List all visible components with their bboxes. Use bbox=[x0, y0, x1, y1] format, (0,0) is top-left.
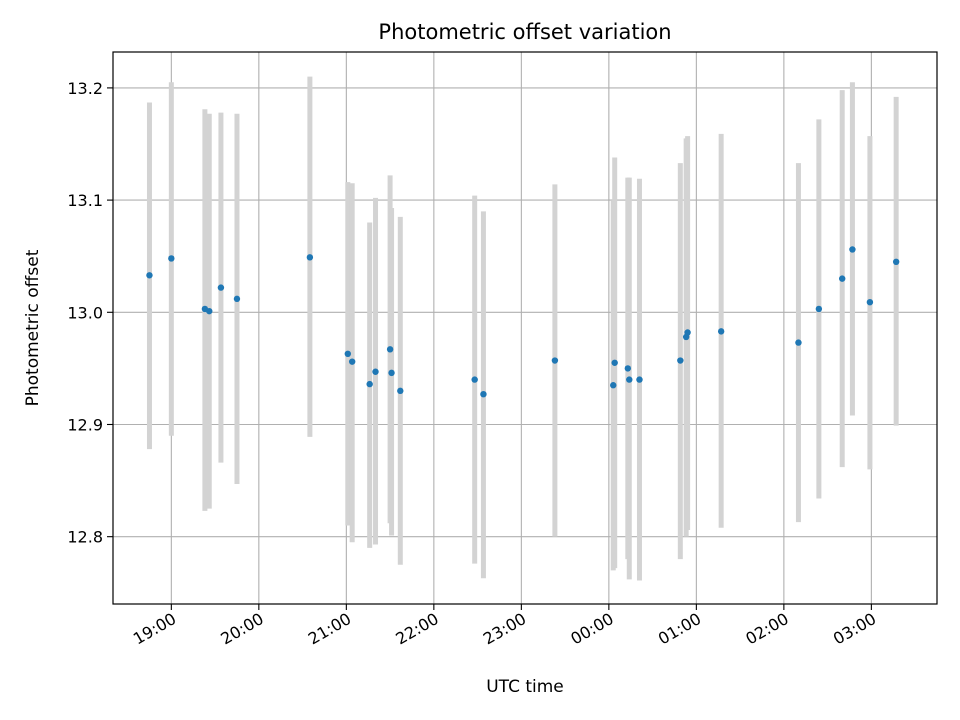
y-tick-label: 12.8 bbox=[67, 528, 103, 547]
x-axis-label: UTC time bbox=[486, 677, 564, 697]
y-axis-ticks: 12.8 12.9 13.0 13.1 13.2 bbox=[67, 79, 113, 547]
data-point bbox=[849, 246, 856, 253]
data-point bbox=[677, 357, 684, 364]
data-point bbox=[795, 339, 802, 346]
y-axis-label: Photometric offset bbox=[23, 249, 43, 406]
data-point bbox=[815, 305, 823, 313]
data-point bbox=[306, 254, 314, 261]
data-points bbox=[146, 246, 900, 398]
data-point bbox=[839, 275, 846, 282]
data-point bbox=[366, 380, 373, 388]
data-point bbox=[626, 376, 633, 383]
y-tick-label: 13.0 bbox=[67, 303, 103, 322]
data-point bbox=[610, 382, 617, 389]
chart-title: Photometric offset variation bbox=[378, 20, 671, 44]
data-point bbox=[471, 376, 478, 383]
y-tick-label: 12.9 bbox=[67, 415, 103, 434]
data-point bbox=[372, 368, 379, 375]
plot-area-frame bbox=[112, 51, 938, 605]
data-point bbox=[551, 357, 559, 364]
data-point bbox=[717, 328, 725, 335]
data-point bbox=[348, 358, 356, 365]
data-point bbox=[611, 359, 618, 366]
data-point bbox=[168, 255, 175, 262]
data-point bbox=[217, 284, 225, 291]
data-point bbox=[146, 272, 153, 279]
y-tick-label: 13.1 bbox=[67, 191, 103, 210]
data-point bbox=[684, 329, 691, 336]
data-point bbox=[233, 295, 241, 303]
data-point bbox=[866, 298, 874, 306]
data-point bbox=[480, 390, 487, 398]
data-point bbox=[206, 307, 213, 315]
data-point bbox=[397, 387, 404, 395]
data-point bbox=[388, 369, 395, 377]
data-point bbox=[624, 365, 632, 372]
data-point bbox=[636, 376, 643, 383]
data-point bbox=[344, 350, 352, 358]
data-point bbox=[386, 346, 394, 353]
y-tick-label: 13.2 bbox=[67, 79, 103, 98]
data-point bbox=[892, 258, 900, 266]
